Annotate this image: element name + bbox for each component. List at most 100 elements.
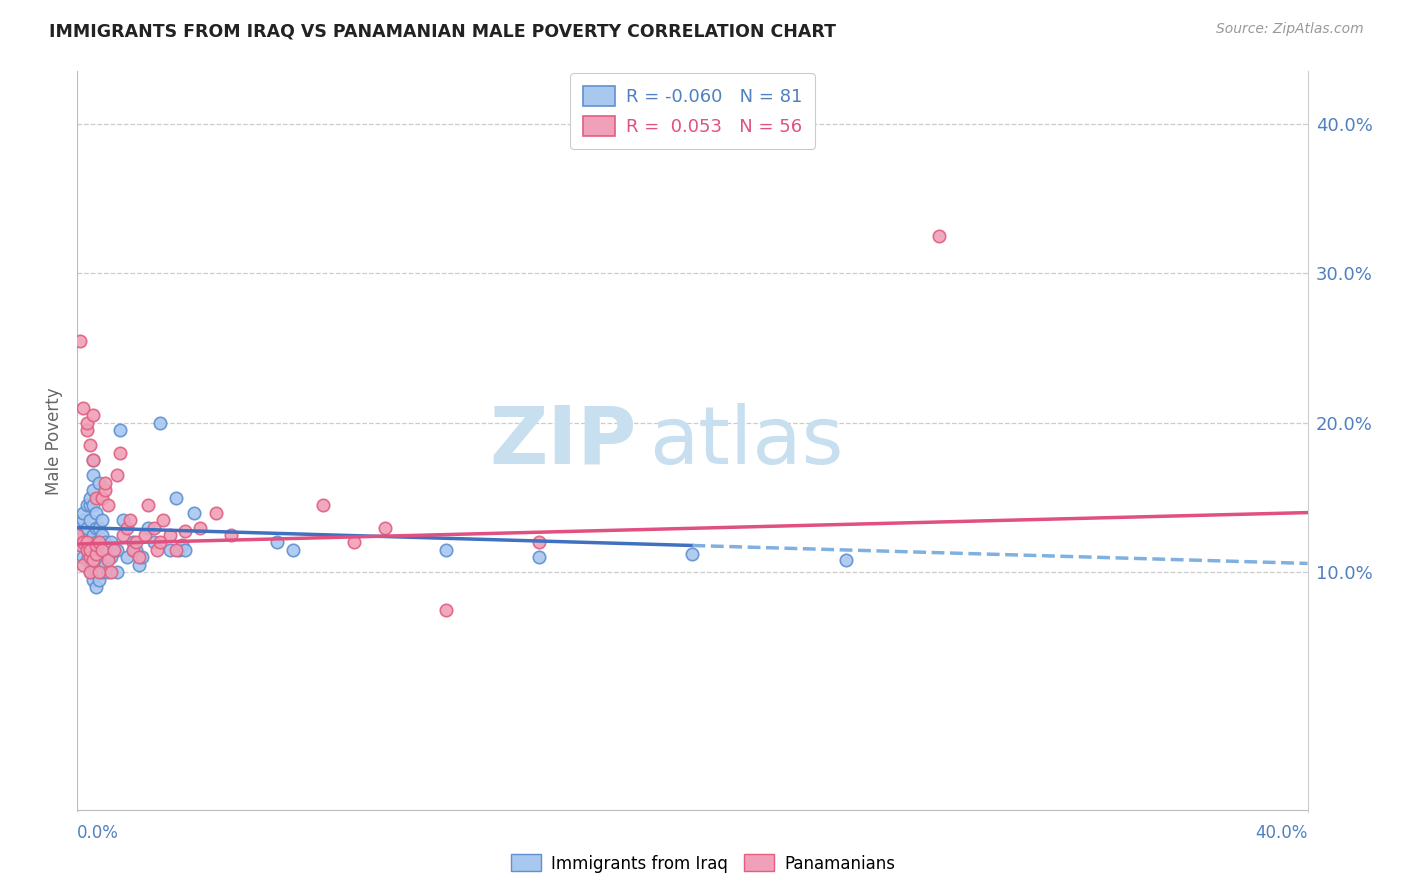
Point [94,558,117,572]
Point [159,543,181,558]
Point [69,520,91,534]
Point [79,513,101,527]
Point [84,548,107,562]
Text: Source: ZipAtlas.com: Source: ZipAtlas.com [1216,22,1364,37]
Point [281,543,304,558]
Point [79,550,101,565]
Point [527,535,550,549]
Point [79,498,101,512]
Point [436,603,458,617]
Point [149,535,172,549]
Point [82,409,104,423]
Point [79,491,101,505]
Point [131,550,153,565]
Point [97,498,120,512]
Point [84,566,107,580]
Point [94,475,117,490]
Point [84,543,107,558]
Point [82,553,104,567]
Point [121,543,143,558]
Point [72,401,94,415]
Point [835,553,858,567]
Point [100,535,122,549]
Point [76,423,98,437]
Point [87,543,110,558]
Point [682,548,704,562]
Point [82,498,104,512]
Point [76,543,98,558]
Point [72,535,94,549]
Point [82,528,104,542]
Point [97,543,120,558]
Legend: R = -0.060   N = 81, R =  0.053   N = 56: R = -0.060 N = 81, R = 0.053 N = 56 [569,73,815,149]
Point [146,543,169,558]
Point [112,528,135,542]
Point [87,558,110,572]
Point [134,528,156,542]
Point [105,468,128,483]
Point [84,535,107,549]
Point [72,528,94,542]
Point [159,528,181,542]
Point [136,520,159,534]
Y-axis label: Male Poverty: Male Poverty [45,388,63,495]
Point [115,550,138,565]
Point [204,506,226,520]
Point [82,453,104,467]
Point [188,520,212,534]
Point [343,535,366,549]
Point [90,528,114,542]
Point [76,543,98,558]
Point [69,537,91,551]
Point [110,446,132,460]
Point [79,566,101,580]
Point [76,528,98,542]
Point [121,543,143,558]
Point [103,543,125,558]
Point [72,506,94,520]
Point [82,483,104,497]
Text: atlas: atlas [650,402,844,481]
Point [103,543,125,558]
Point [100,550,122,565]
Point [90,543,114,558]
Point [79,553,101,567]
Point [87,535,110,549]
Point [115,520,138,534]
Point [105,566,128,580]
Point [82,550,104,565]
Point [174,524,197,538]
Point [90,491,114,505]
Point [94,535,117,549]
Point [84,539,107,553]
Point [69,539,91,553]
Point [165,491,187,505]
Point [167,543,190,558]
Point [87,475,110,490]
Text: 0.0%: 0.0% [77,823,120,842]
Point [72,513,94,527]
Point [928,228,950,243]
Point [110,423,132,437]
Point [105,543,128,558]
Legend: Immigrants from Iraq, Panamanians: Immigrants from Iraq, Panamanians [505,847,901,880]
Point [90,550,114,565]
Point [121,535,143,549]
Point [79,438,101,452]
Text: ZIP: ZIP [489,402,637,481]
Point [79,539,101,553]
Point [72,558,94,572]
Point [90,513,114,527]
Point [69,334,91,348]
Point [82,573,104,587]
Point [100,566,122,580]
Point [312,498,335,512]
Point [87,573,110,587]
Point [76,535,98,549]
Point [174,543,197,558]
Point [79,566,101,580]
Point [94,483,117,497]
Point [125,543,148,558]
Point [183,506,205,520]
Point [82,468,104,483]
